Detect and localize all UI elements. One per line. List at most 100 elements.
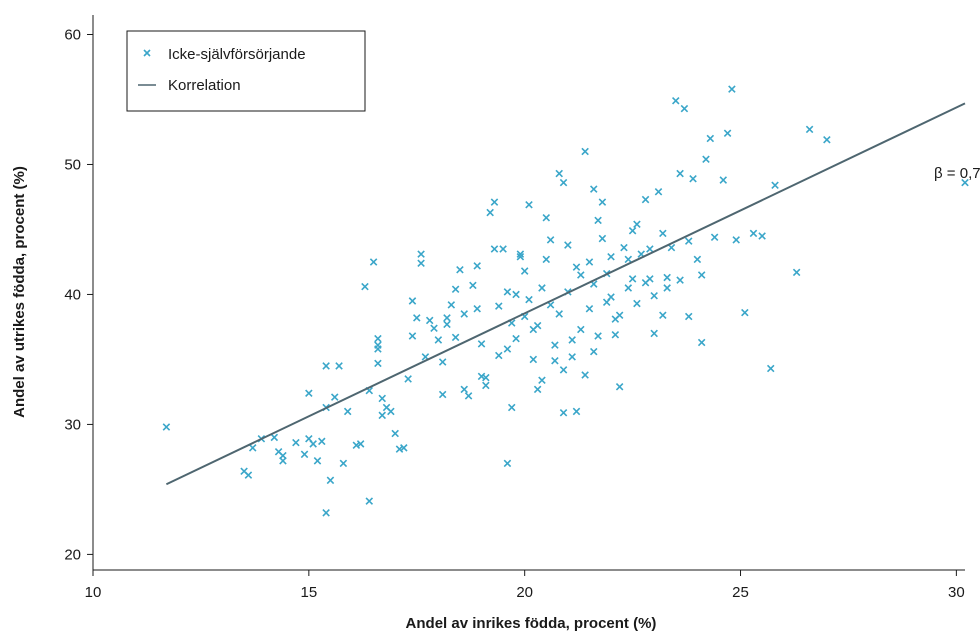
scatter-point — [499, 245, 507, 253]
scatter-point — [503, 288, 512, 296]
scatter-point — [961, 178, 969, 187]
scatter-point — [300, 450, 309, 459]
scatter-point — [719, 176, 728, 184]
scatter-points — [162, 85, 969, 517]
scatter-point — [400, 444, 408, 452]
scatter-point — [486, 208, 494, 217]
scatter-point — [305, 389, 313, 397]
scatter-point — [516, 252, 525, 261]
scatter-point — [538, 284, 546, 292]
scatter-point — [607, 293, 615, 301]
scatter-point — [693, 255, 702, 264]
scatter-point — [356, 440, 365, 448]
scatter-point — [663, 273, 671, 282]
legend-label-line: Korrelation — [168, 77, 241, 94]
y-axis-title: Andel av utrikes födda, procent (%) — [11, 166, 28, 418]
scatter-point — [322, 509, 330, 517]
scatter-point — [417, 250, 425, 258]
y-tick-label: 40 — [64, 286, 81, 303]
axes: 20 30 40 50 60 10 15 20 25 30 — [64, 15, 965, 601]
scatter-point — [659, 229, 667, 238]
scatter-point — [482, 381, 490, 390]
scatter-point — [564, 241, 572, 249]
x-tick-label: 30 — [948, 584, 965, 601]
correlation-line — [165, 102, 966, 486]
scatter-point — [624, 255, 633, 264]
scatter-point — [620, 243, 628, 252]
scatter-point — [650, 329, 658, 338]
scatter-point — [676, 276, 684, 284]
scatter-point — [594, 216, 602, 225]
scatter-point — [313, 457, 322, 465]
scatter-point — [805, 125, 814, 134]
scatter-point — [559, 178, 568, 187]
scatter-point — [706, 134, 715, 143]
legend-marker-icon — [143, 49, 151, 57]
scatter-point — [585, 258, 594, 266]
scatter-point — [659, 311, 667, 320]
scatter-point — [598, 234, 607, 243]
scatter-point — [464, 392, 473, 400]
scatter-point — [684, 312, 693, 321]
scatter-point — [525, 201, 533, 209]
scatter-point — [823, 136, 831, 144]
scatter-point — [723, 129, 732, 138]
scatter-point — [292, 438, 300, 447]
x-tick-label: 20 — [516, 584, 533, 601]
scatter-point — [270, 433, 279, 442]
scatter-point — [771, 181, 779, 190]
scatter-point — [650, 291, 658, 300]
scatter-point — [628, 226, 637, 235]
scatter-point — [438, 390, 447, 399]
scatter-point — [654, 188, 663, 196]
scatter-point — [378, 394, 386, 403]
legend-label-points: Icke-självförsörjande — [168, 46, 306, 63]
scatter-point — [555, 310, 563, 318]
scatter-point — [598, 198, 607, 206]
scatter-point — [533, 321, 542, 330]
scatter-point — [507, 403, 516, 412]
scatter-point — [447, 301, 456, 309]
y-ticks: 20 30 40 50 60 — [64, 26, 93, 563]
scatter-point — [672, 97, 680, 105]
scatter-point — [309, 440, 317, 448]
y-tick-label: 50 — [64, 156, 81, 173]
scatter-point — [680, 104, 689, 113]
beta-annotation: β = 0,72 — [934, 165, 980, 182]
scatter-point — [343, 407, 352, 416]
scatter-point — [542, 255, 551, 264]
scatter-point — [624, 284, 633, 292]
scatter-point — [728, 85, 736, 93]
scatter-point — [594, 332, 602, 340]
scatter-point — [456, 265, 464, 274]
scatter-point — [404, 375, 412, 383]
scatter-point — [365, 497, 374, 505]
scatter-point — [374, 334, 382, 343]
y-tick-label: 30 — [64, 416, 81, 433]
scatter-point — [318, 437, 326, 446]
scatter-point — [555, 169, 563, 178]
scatter-point — [663, 284, 671, 292]
scatter-point — [710, 233, 719, 242]
scatter-point — [641, 195, 650, 204]
scatter-point — [628, 275, 637, 283]
scatter-point — [408, 297, 417, 305]
scatter-point — [611, 330, 620, 339]
scatter-point — [697, 338, 706, 347]
scatter-point — [391, 429, 399, 438]
scatter-point — [451, 285, 460, 294]
scatter-point — [477, 372, 486, 381]
scatter-point — [525, 295, 533, 304]
scatter-point — [615, 382, 624, 391]
scatter-point — [585, 304, 594, 313]
scatter-point — [572, 263, 581, 271]
scatter-point — [551, 341, 559, 349]
scatter-point — [551, 356, 559, 365]
scatter-point — [633, 299, 641, 308]
scatter-point — [758, 232, 766, 240]
scatter-point — [378, 411, 386, 420]
scatter-point — [430, 324, 438, 333]
scatter-point — [749, 229, 758, 238]
y-tick-label: 20 — [64, 546, 81, 563]
scatter-point — [702, 155, 710, 164]
